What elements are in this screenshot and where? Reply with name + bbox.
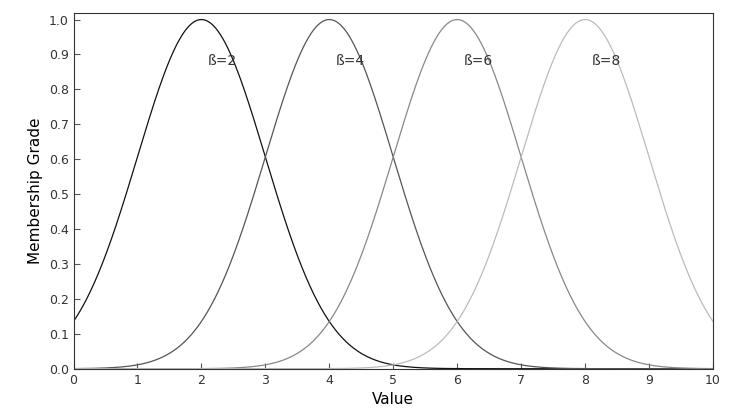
Y-axis label: Membership Grade: Membership Grade: [28, 117, 43, 264]
Text: ß=6: ß=6: [464, 54, 492, 68]
Text: ß=8: ß=8: [592, 54, 620, 68]
X-axis label: Value: Value: [372, 392, 415, 407]
Text: ß=2: ß=2: [208, 54, 237, 68]
Text: ß=4: ß=4: [336, 54, 365, 68]
